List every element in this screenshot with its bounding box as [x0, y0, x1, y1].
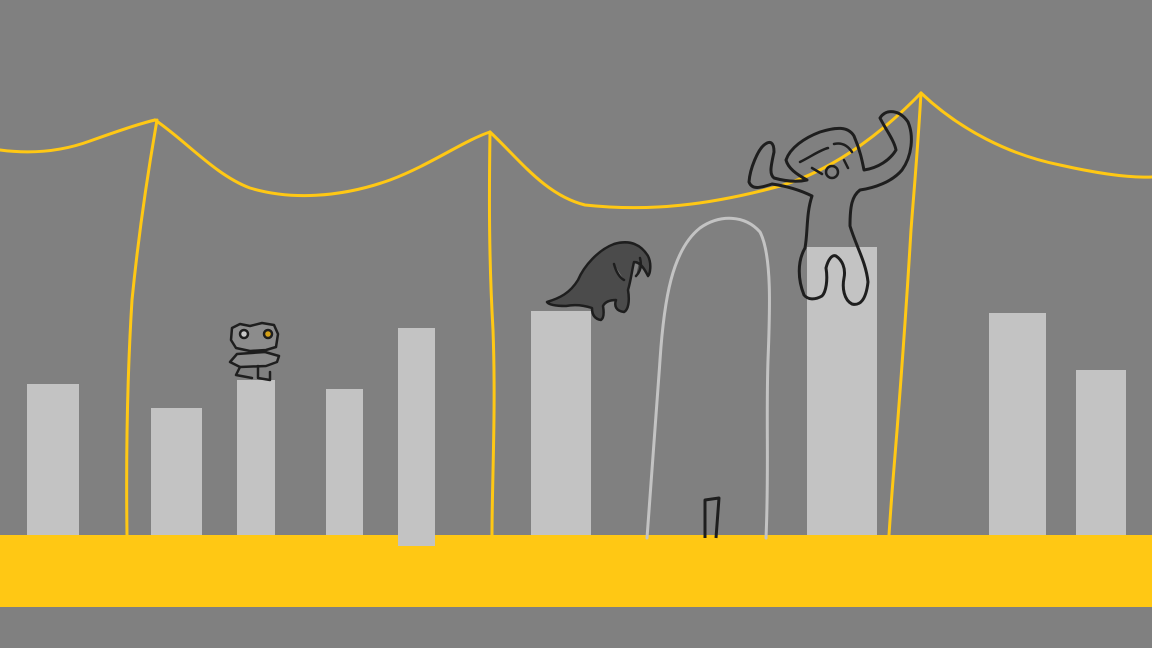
- power-wire: [0, 118, 157, 154]
- giant-face: [798, 142, 854, 180]
- robot-icon[interactable]: [228, 321, 281, 382]
- power-wire: [153, 118, 492, 198]
- power-lines: [0, 91, 1152, 537]
- pillar-group: [27, 247, 1126, 540]
- pillar: [237, 380, 275, 540]
- giant-brow: [798, 142, 854, 164]
- pillar: [531, 311, 591, 540]
- power-wire: [919, 91, 1152, 179]
- giant-mouth: [824, 164, 840, 180]
- ground: [0, 535, 1152, 607]
- arch-outline: [645, 216, 771, 540]
- power-pole: [487, 130, 496, 537]
- power-pole: [887, 91, 923, 537]
- power-pole: [125, 118, 159, 537]
- post-marker: [703, 496, 721, 539]
- pillar-tall: [398, 328, 435, 546]
- pillar: [151, 408, 202, 540]
- giant-icon: [747, 110, 913, 306]
- giant-fang: [810, 158, 850, 176]
- power-wire: [488, 91, 923, 210]
- robot-body: [228, 350, 281, 369]
- pillar: [27, 384, 79, 540]
- robot-legs: [234, 364, 272, 382]
- robot-eye-left: [238, 328, 250, 340]
- pillar: [326, 389, 363, 540]
- pillar: [1076, 370, 1126, 540]
- pillar: [989, 313, 1046, 540]
- robot-eye-right: [262, 328, 274, 340]
- creature-icon: [545, 241, 652, 322]
